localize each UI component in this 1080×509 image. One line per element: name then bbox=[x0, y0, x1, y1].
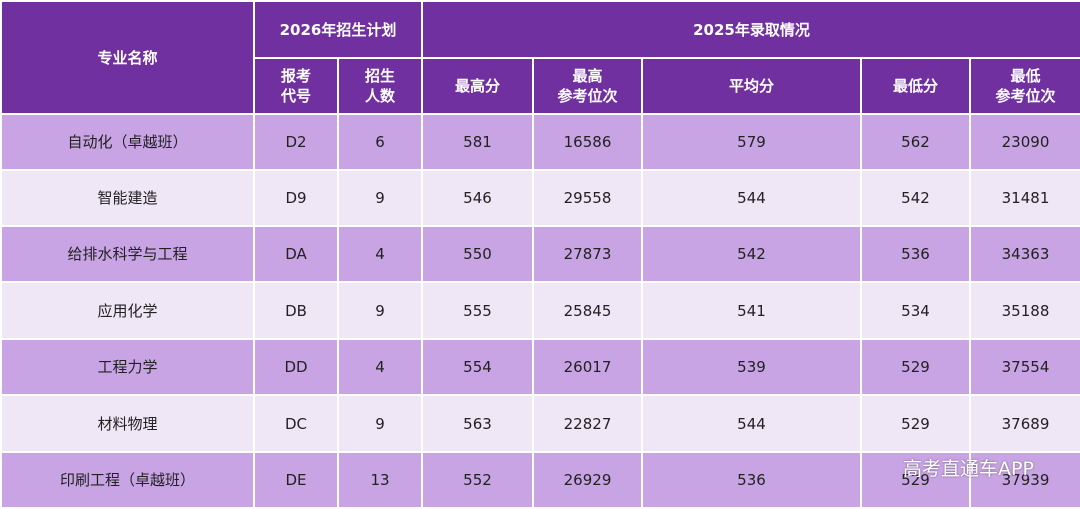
header-cell: 最低 参考位次 bbox=[969, 57, 1080, 115]
table-cell: 37554 bbox=[969, 338, 1080, 396]
header-row: 专业名称 2026年招生计划 2025年录取情况 bbox=[0, 0, 1080, 115]
table-cell: 554 bbox=[421, 338, 534, 396]
table-cell: D2 bbox=[253, 113, 339, 171]
table-cell: 37939 bbox=[969, 451, 1080, 509]
table-cell: 37689 bbox=[969, 394, 1080, 453]
table-cell: 542 bbox=[641, 225, 862, 283]
table-cell: 9 bbox=[337, 394, 423, 453]
table-cell: DE bbox=[253, 451, 339, 509]
table-row: 印刷工程（卓越班） DE 13 552 26929 536 529 37939 bbox=[0, 451, 1080, 509]
table-cell: 536 bbox=[860, 225, 971, 283]
watermark: 高考直通车APP bbox=[903, 458, 1034, 480]
header-cell: 2025年录取情况 bbox=[421, 0, 1080, 59]
table-cell: 579 bbox=[641, 113, 862, 171]
table-cell: 550 bbox=[421, 225, 534, 283]
table-cell: 4 bbox=[337, 338, 423, 396]
table-cell: 智能建造 bbox=[0, 169, 255, 227]
table-row: 自动化（卓越班） D2 6 581 16586 579 562 23090 bbox=[0, 113, 1080, 171]
table-cell: 552 bbox=[421, 451, 534, 509]
table-cell: 536 bbox=[641, 451, 862, 509]
table-cell: DD bbox=[253, 338, 339, 396]
table-row: 给排水科学与工程 DA 4 550 27873 542 536 34363 bbox=[0, 225, 1080, 283]
table-cell: DC bbox=[253, 394, 339, 453]
table-cell: 27873 bbox=[532, 225, 643, 283]
header-row: 报考 代号 招生 人数 最高分 最高 参考位次 平均分 最低分 最低 参考位次 bbox=[1, 57, 1080, 115]
table-cell: 34363 bbox=[969, 225, 1080, 283]
table-cell: 13 bbox=[337, 451, 423, 509]
table-cell: 6 bbox=[337, 113, 423, 171]
header-cell: 专业名称 bbox=[0, 0, 255, 115]
header-cell: 平均分 bbox=[641, 57, 862, 115]
table-cell: D9 bbox=[253, 169, 339, 227]
table-cell: 581 bbox=[421, 113, 534, 171]
table-cell: 25845 bbox=[532, 281, 643, 340]
table-row: 材料物理 DC 9 563 22827 544 529 37689 bbox=[0, 394, 1080, 453]
table-cell: 544 bbox=[641, 169, 862, 227]
table-cell: 529 bbox=[860, 394, 971, 453]
table-cell: 23090 bbox=[969, 113, 1080, 171]
table-cell: 26929 bbox=[532, 451, 643, 509]
header-cell: 2026年招生计划 bbox=[253, 0, 423, 59]
table-cell: 9 bbox=[337, 281, 423, 340]
table-cell: 529 bbox=[860, 451, 971, 509]
table-cell: 4 bbox=[337, 225, 423, 283]
table-cell: 26017 bbox=[532, 338, 643, 396]
table-cell: DB bbox=[253, 281, 339, 340]
table-cell: 534 bbox=[860, 281, 971, 340]
table-cell: 22827 bbox=[532, 394, 643, 453]
table-cell: 31481 bbox=[969, 169, 1080, 227]
table-cell: 546 bbox=[421, 169, 534, 227]
table-cell: 工程力学 bbox=[0, 338, 255, 396]
table-cell: 555 bbox=[421, 281, 534, 340]
table-row: 应用化学 DB 9 555 25845 541 534 35188 bbox=[0, 281, 1080, 340]
table-cell: 自动化（卓越班） bbox=[0, 113, 255, 171]
table-cell: 29558 bbox=[532, 169, 643, 227]
table-cell: 563 bbox=[421, 394, 534, 453]
header-cell: 最高 参考位次 bbox=[532, 57, 643, 115]
table-cell: 541 bbox=[641, 281, 862, 340]
table-cell: 给排水科学与工程 bbox=[0, 225, 255, 283]
table-cell: 539 bbox=[641, 338, 862, 396]
table-cell: 529 bbox=[860, 338, 971, 396]
table-row: 智能建造 D9 9 546 29558 544 542 31481 bbox=[0, 169, 1080, 227]
table-cell: 35188 bbox=[969, 281, 1080, 340]
table-cell: 542 bbox=[860, 169, 971, 227]
table-cell: 9 bbox=[337, 169, 423, 227]
header-cell: 报考 代号 bbox=[253, 57, 339, 115]
table-cell: 16586 bbox=[532, 113, 643, 171]
header-cell: 最高分 bbox=[421, 57, 534, 115]
table-cell: DA bbox=[253, 225, 339, 283]
table-cell: 应用化学 bbox=[0, 281, 255, 340]
table-cell: 印刷工程（卓越班） bbox=[0, 451, 255, 509]
table-cell: 材料物理 bbox=[0, 394, 255, 453]
table-row: 工程力学 DD 4 554 26017 539 529 37554 bbox=[0, 338, 1080, 396]
table-cell: 544 bbox=[641, 394, 862, 453]
header-cell: 招生 人数 bbox=[337, 57, 423, 115]
table-cell: 562 bbox=[860, 113, 971, 171]
header-cell: 最低分 bbox=[860, 57, 971, 115]
